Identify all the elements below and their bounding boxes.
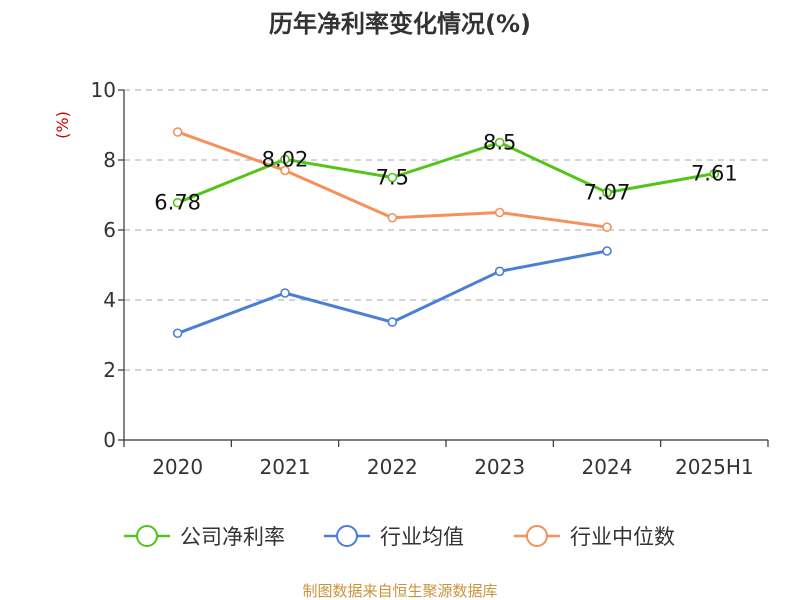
data-labels: 6.78 8.02 7.5 8.5 7.07 7.61: [154, 131, 737, 215]
legend: 公司净利率 行业均值 行业中位数: [124, 525, 675, 549]
x-tick-label: 2025H1: [675, 455, 754, 479]
series-line: [177, 141, 715, 205]
chart-title: 历年净利率变化情况(%): [269, 10, 531, 38]
data-label: 7.5: [376, 166, 409, 190]
data-point: [172, 328, 183, 339]
y-tick-label: 10: [91, 78, 116, 102]
x-tick-label: 2020: [152, 455, 203, 479]
data-point: [172, 127, 183, 137]
data-label: 8.02: [262, 147, 309, 171]
data-point: [172, 197, 183, 208]
data-point: [602, 246, 612, 256]
data-point: [387, 317, 398, 327]
y-tick-label: 0: [103, 428, 116, 452]
data-point: [494, 266, 505, 277]
grid: [124, 89, 768, 371]
y-axis-unit: (%): [53, 111, 72, 139]
y-tick-label: 2: [103, 358, 116, 382]
x-tick-label: 2023: [474, 455, 525, 479]
y-tick-label: 4: [103, 288, 116, 312]
data-point: [602, 187, 612, 198]
data-point: [280, 165, 290, 176]
data-point: [709, 168, 720, 179]
series: [172, 127, 720, 339]
axes: 0 2 4 6 8 10 2020 2021 2022 2023 2024 2025H1: [91, 78, 769, 479]
data-label: 8.5: [483, 131, 516, 155]
data-point: [494, 137, 505, 148]
y-tick-label: 8: [103, 148, 116, 172]
data-point: [387, 212, 398, 223]
data-point: [280, 154, 290, 165]
legend-marker: [336, 525, 358, 547]
data-point: [280, 288, 290, 298]
y-tick-label: 6: [103, 218, 116, 242]
source-note: 制图数据来自恒生聚源数据库: [302, 582, 497, 600]
x-tick-label: 2021: [260, 455, 311, 479]
data-label: 7.61: [691, 162, 738, 186]
legend-marker: [526, 525, 548, 547]
data-label: 7.07: [584, 181, 631, 205]
data-point: [494, 207, 505, 218]
data-label: 6.78: [154, 191, 201, 215]
x-tick-label: 2022: [367, 455, 418, 479]
legend-label: 公司净利率: [180, 525, 285, 549]
x-tick-label: 2024: [582, 455, 633, 479]
legend-label: 行业均值: [380, 525, 464, 549]
data-point: [602, 222, 612, 232]
legend-label: 行业中位数: [570, 525, 675, 549]
legend-marker: [136, 525, 158, 547]
data-point: [387, 172, 398, 183]
